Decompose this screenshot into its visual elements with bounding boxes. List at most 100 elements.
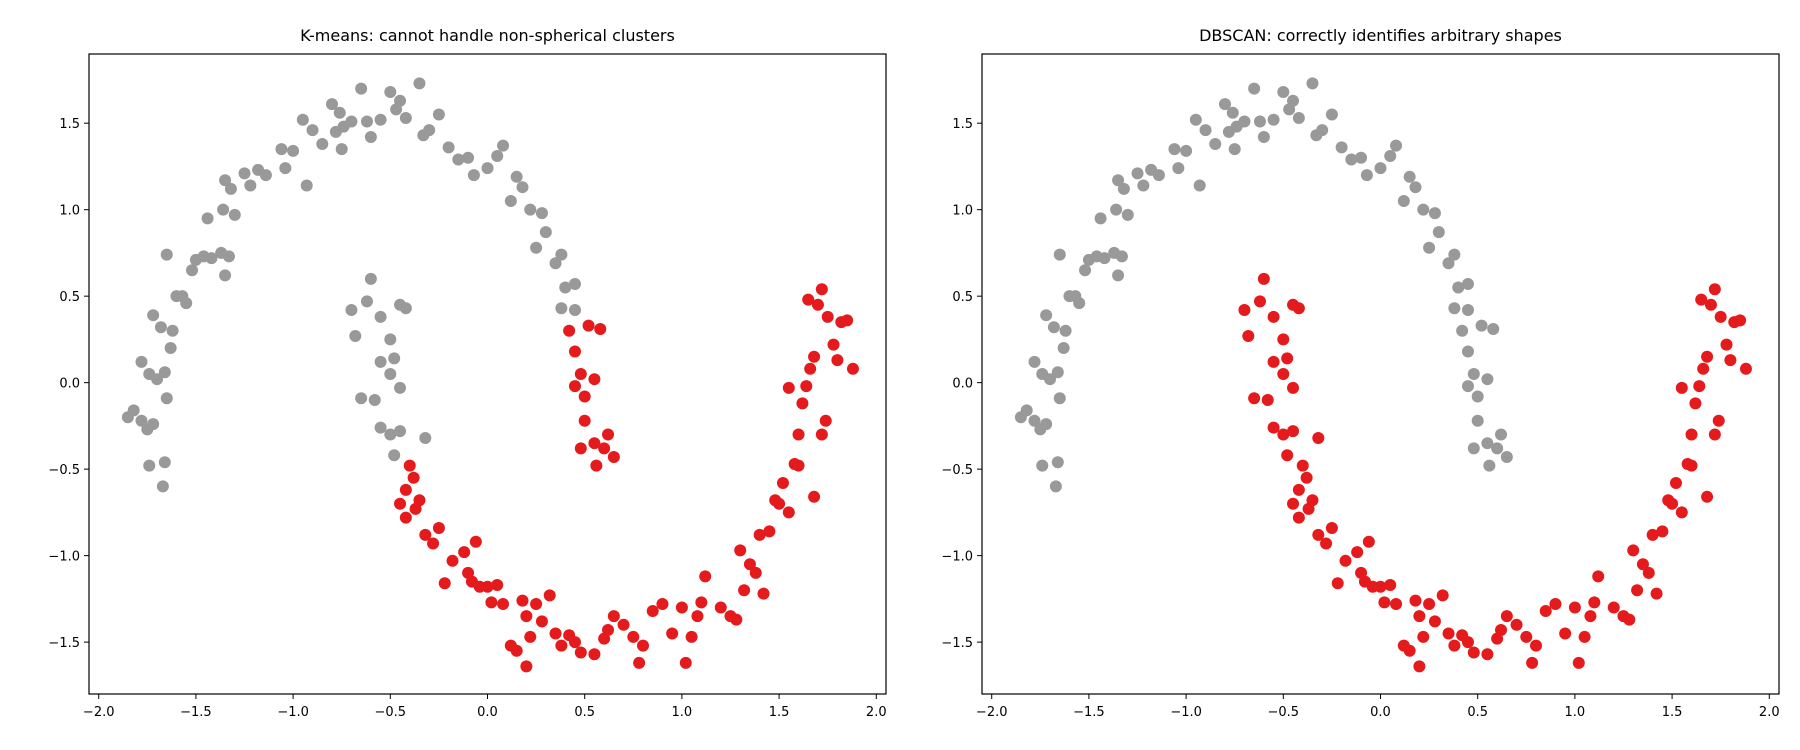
dbscan-point-s0-14 (1047, 321, 1060, 334)
dbscan-point-s0-87 (1471, 414, 1484, 427)
dbscan-point-s1-6 (1281, 352, 1294, 365)
dbscan-point-s0-8 (1028, 355, 1041, 368)
dbscan-point-s0-13 (1040, 309, 1053, 322)
dbscan-x-tick-label-6: 1.0 (1565, 705, 1586, 720)
kmeans-point-s0-11 (158, 366, 171, 379)
kmeans-y-tick-label-0: −1.5 (48, 636, 80, 651)
dbscan-point-s0-34 (1137, 179, 1150, 192)
dbscan-point-s0-62 (1335, 141, 1348, 154)
dbscan-point-s1-95 (1720, 338, 1733, 351)
kmeans-point-s1-97 (815, 428, 828, 441)
dbscan-y-tick-label-2: −0.5 (941, 463, 973, 478)
kmeans-point-s1-7 (588, 437, 601, 450)
kmeans-point-s0-28 (222, 250, 235, 263)
kmeans-point-s1-6 (574, 442, 587, 455)
dbscan-point-s1-77 (1642, 566, 1655, 579)
dbscan-point-s0-31 (1117, 182, 1130, 195)
kmeans-point-s1-17 (399, 483, 412, 496)
kmeans-point-s1-11 (607, 451, 620, 464)
dbscan-point-s1-29 (1331, 577, 1344, 590)
dbscan-point-s1-94 (1714, 310, 1727, 323)
dbscan-point-s1-65 (1568, 601, 1581, 614)
kmeans-point-s1-16 (407, 471, 420, 484)
dbscan-point-s1-73 (1623, 613, 1636, 626)
dbscan-point-s1-63 (1549, 598, 1562, 611)
dbscan-point-s1-5 (1277, 333, 1290, 346)
kmeans-point-s1-24 (432, 521, 445, 534)
dbscan-point-s1-23 (1292, 511, 1305, 524)
kmeans-point-s1-0 (563, 324, 576, 337)
kmeans-point-s0-71 (516, 181, 529, 194)
kmeans-point-s1-12 (582, 319, 595, 332)
dbscan-point-s1-74 (1627, 544, 1640, 557)
dbscan-x-tick-label-2: −1.0 (1170, 705, 1202, 720)
kmeans-point-s1-84 (800, 380, 813, 393)
kmeans-point-s1-23 (427, 537, 440, 550)
kmeans-point-s0-79 (559, 281, 572, 294)
dbscan-point-s0-40 (1189, 113, 1202, 126)
dbscan-point-s1-54 (1481, 648, 1494, 661)
dbscan-panel: DBSCAN: correctly identifies arbitrary s… (941, 26, 1779, 720)
kmeans-point-s0-83 (349, 329, 362, 342)
dbscan-point-s0-6 (1051, 456, 1064, 469)
kmeans-point-s0-38 (287, 144, 300, 157)
kmeans-point-s0-4 (147, 418, 160, 431)
dbscan-point-s1-16 (1287, 425, 1300, 438)
kmeans-point-s1-55 (627, 630, 640, 643)
dbscan-point-s1-28 (1325, 521, 1338, 534)
dbscan-point-s1-41 (1403, 644, 1416, 657)
kmeans-point-s1-92 (831, 354, 844, 367)
kmeans-point-s0-81 (568, 304, 581, 316)
kmeans-point-s1-82 (792, 428, 805, 441)
kmeans-point-s0-78 (568, 278, 581, 291)
dbscan-point-s0-20 (1053, 248, 1066, 261)
dbscan-point-s0-11 (1051, 366, 1064, 379)
kmeans-point-s1-90 (821, 310, 834, 323)
kmeans-point-s0-61 (432, 108, 445, 121)
kmeans-point-s0-47 (329, 125, 342, 138)
dbscan-point-s0-38 (1180, 144, 1193, 157)
kmeans-point-s1-52 (602, 624, 615, 636)
dbscan-point-s1-68 (1584, 610, 1597, 623)
dbscan-point-s0-86 (1471, 390, 1484, 403)
kmeans-point-s0-95 (394, 381, 407, 394)
kmeans-point-s0-90 (384, 368, 397, 380)
dbscan-point-s1-82 (1666, 497, 1679, 510)
dbscan-point-s1-10 (1292, 302, 1305, 315)
dbscan-point-s1-27 (1320, 537, 1333, 550)
dbscan-point-s1-22 (1287, 497, 1300, 510)
dbscan-point-s1-104 (1685, 459, 1698, 472)
kmeans-point-s1-13 (594, 323, 607, 336)
kmeans-point-s1-86 (808, 350, 821, 363)
kmeans-point-s0-21 (186, 264, 199, 277)
kmeans-point-s0-72 (524, 203, 537, 216)
kmeans-point-s1-39 (520, 610, 533, 623)
kmeans-point-s0-51 (360, 115, 373, 128)
dbscan-y-ticks: −1.5 −1.0 −0.5 0.0 0.5 1.0 1.5 (941, 117, 982, 651)
dbscan-point-s1-60 (1526, 656, 1539, 669)
kmeans-point-s0-62 (442, 141, 455, 154)
dbscan-point-s1-46 (1423, 598, 1436, 611)
dbscan-point-s1-43 (1413, 610, 1426, 623)
kmeans-point-s1-40 (524, 630, 537, 643)
dbscan-point-s0-94 (1475, 319, 1488, 332)
dbscan-point-s1-47 (1428, 615, 1441, 628)
dbscan-y-tick-label-5: 1.0 (952, 204, 973, 219)
kmeans-point-s1-80 (782, 506, 795, 519)
dbscan-point-s1-58 (1510, 618, 1523, 631)
kmeans-y-tick-label-4: 0.5 (59, 290, 80, 305)
dbscan-point-s0-81 (1461, 304, 1474, 316)
dbscan-point-s0-44 (1218, 98, 1231, 111)
dbscan-point-s0-75 (1423, 241, 1436, 254)
kmeans-point-s0-20 (160, 248, 173, 261)
kmeans-point-s0-29 (217, 203, 230, 216)
kmeans-point-s1-85 (804, 362, 817, 375)
dbscan-point-s1-64 (1559, 627, 1572, 640)
kmeans-point-s0-10 (151, 373, 164, 386)
dbscan-point-s1-34 (1362, 535, 1375, 548)
dbscan-x-ticks: −2.0 −1.5 −1.0 −0.5 0.0 0.5 1.0 1.5 2.0 (976, 694, 1780, 720)
kmeans-point-s0-86 (374, 310, 387, 323)
dbscan-point-s0-21 (1079, 264, 1092, 277)
dbscan-point-s1-4 (1267, 310, 1280, 323)
kmeans-point-s1-59 (656, 598, 669, 611)
